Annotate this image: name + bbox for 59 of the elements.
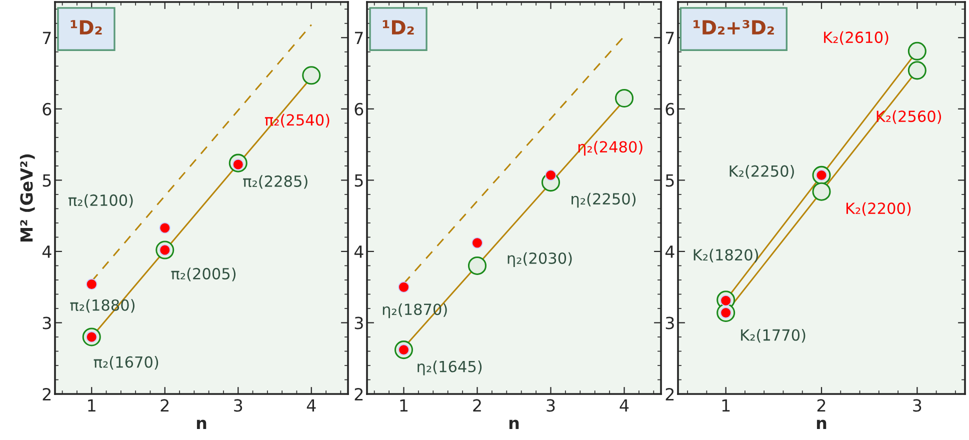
y-tick-label: 3 [666,316,674,330]
y-tick-label: 2 [666,388,674,400]
annotation: η₂(2030) [508,252,572,267]
point [86,278,98,290]
text: ¹D₂+³D₂ [694,20,774,34]
y-tick-label: 4 [42,246,52,258]
annotation: K₂(1770) [741,328,806,343]
point [545,170,556,181]
point [614,88,634,108]
x-tick-label: 1 [88,399,96,412]
y-tick-label: 7 [42,32,51,44]
y-tick-label: 3 [42,316,51,330]
y-tick-label: 2 [354,388,363,400]
text: ¹D₂ [70,20,102,34]
annotation: η₂(1645) [418,360,482,376]
y-tick-label: 7 [666,32,674,44]
y-tick-label: 5 [42,174,51,187]
y-tick-label: 6 [666,102,674,116]
point [812,182,831,201]
x-tick-label: 4 [306,399,316,412]
x-tick-label: 3 [546,399,555,412]
x-axis-title: n [196,420,206,430]
y-tick-label: 7 [354,32,363,44]
annotation: K₂(2200) [846,202,911,216]
x-tick-label: 2 [817,399,826,412]
annotation: π₂(2005) [171,268,236,282]
x-tick-label: 1 [400,399,408,412]
y-tick-label: 2 [42,388,51,400]
x-tick-label: 3 [234,399,242,412]
point [302,66,321,85]
y-axis-title: M² (GeV²) [20,154,35,242]
y-tick-label: 5 [666,174,674,187]
y-tick-label: 3 [354,316,363,330]
x-axis-title: n [816,420,826,430]
x-tick-label: 2 [473,399,481,412]
annotation: π₂(2100) [68,194,133,208]
annotation: K₂(1820) [694,248,758,262]
point [908,42,926,60]
annotation: η₂(2250) [572,192,636,208]
y-tick-label: 6 [42,102,52,116]
y-tick-label: 5 [354,174,363,187]
x-tick-label: 2 [160,399,169,412]
x-tick-label: 3 [913,399,922,412]
point [398,282,410,293]
text: ¹D₂ [382,20,414,34]
y-tick-label: 4 [354,246,364,258]
y-tick-label: 4 [665,246,674,258]
x-tick-label: 4 [620,399,629,412]
annotation: K₂(2250) [730,165,794,179]
point [468,256,487,275]
point [472,237,483,248]
point [908,61,926,80]
x-tick-label: 1 [722,399,730,412]
annotation: π₂(1670) [94,356,158,370]
annotation: π₂(2285) [243,175,308,189]
x-axis-title: n [509,420,519,430]
point [159,222,170,234]
y-tick-label: 6 [354,102,364,116]
annotation: K₂(2610) [824,31,888,45]
